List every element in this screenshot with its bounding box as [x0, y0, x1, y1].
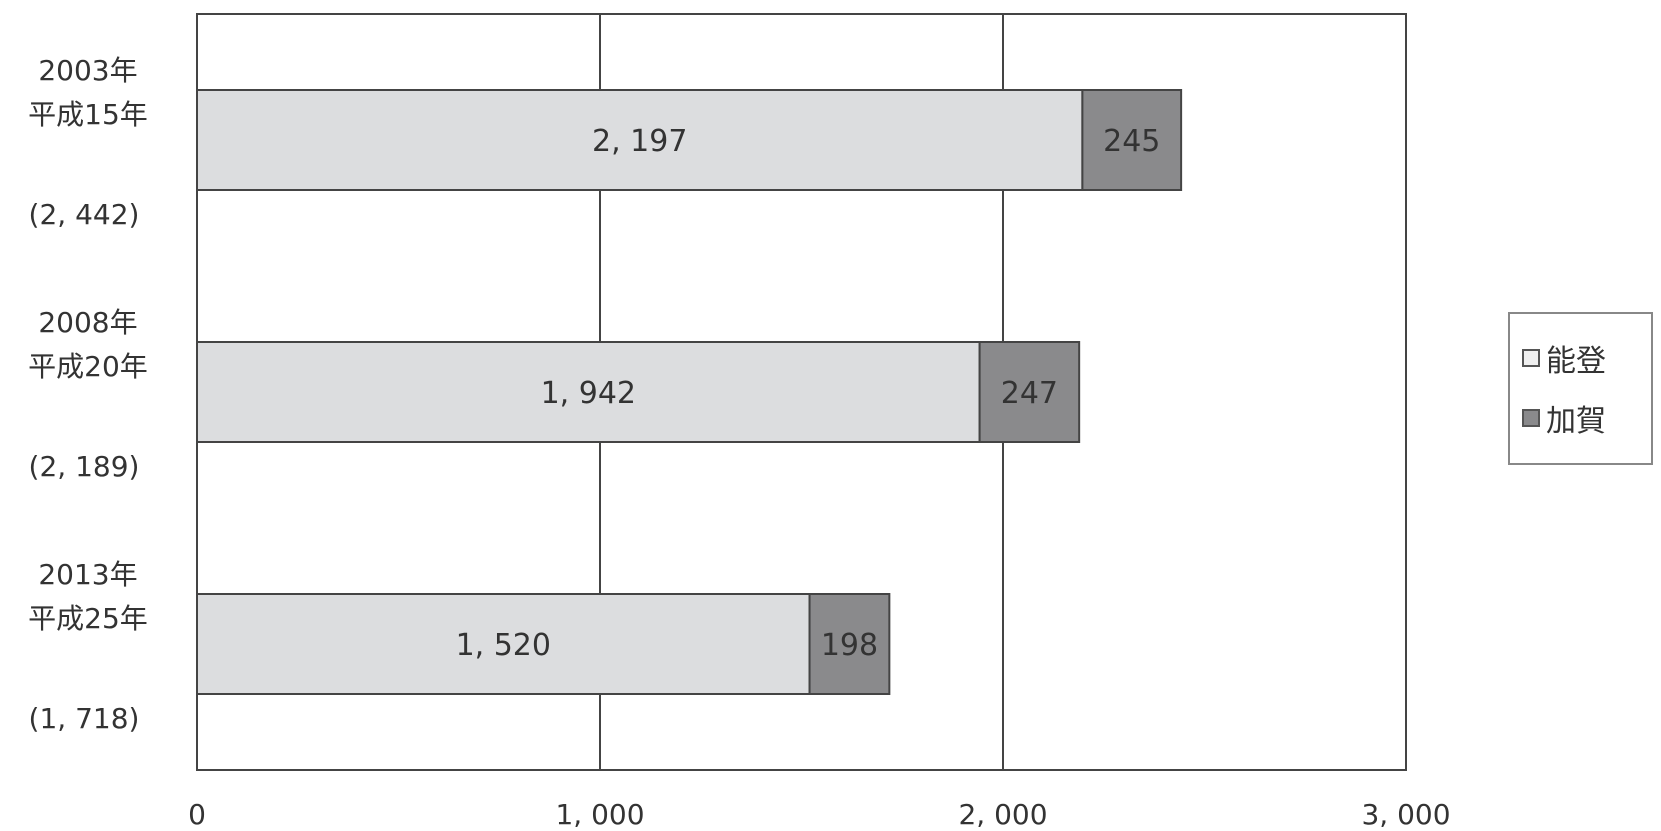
legend-label-kaga: 加賀	[1546, 404, 1606, 439]
category-year-label-0: 2003年	[38, 54, 137, 87]
plot-frame	[196, 13, 1407, 771]
axis-layer: 0 1, 000 2, 000 3, 000	[188, 13, 1451, 831]
legend-label-noto: 能登	[1546, 344, 1606, 379]
x-tick-label-3: 3, 000	[1361, 798, 1450, 831]
category-era-label-1: 平成20年	[28, 350, 148, 383]
x-tick-label-0: 0	[188, 798, 206, 831]
category-total-label-1: (2, 189)	[29, 450, 140, 483]
legend-item-kaga: 加賀	[1522, 396, 1606, 440]
bars-layer	[196, 89, 1183, 695]
legend-item-noto: 能登	[1522, 336, 1606, 380]
legend: 能登 加賀	[1508, 312, 1653, 465]
x-tick-label-2: 2, 000	[958, 798, 1047, 831]
category-era-label-2: 平成25年	[28, 602, 148, 635]
data-label-2-series-1: 198	[821, 628, 878, 663]
data-label-0-series-1: 245	[1103, 124, 1160, 159]
category-era-label-0: 平成15年	[28, 98, 148, 131]
bar-1-series-1	[978, 341, 1081, 443]
data-label-2-series-0: 1, 520	[456, 628, 551, 663]
category-year-label-1: 2008年	[38, 306, 137, 339]
legend-swatch-noto	[1522, 349, 1540, 367]
data-label-0-series-0: 2, 197	[592, 124, 687, 159]
bar-0-series-1	[1081, 89, 1183, 191]
category-total-label-0: (2, 442)	[29, 198, 140, 231]
legend-swatch-kaga	[1522, 409, 1540, 427]
bar-2-series-1	[808, 593, 891, 695]
data-label-1-series-0: 1, 942	[541, 376, 636, 411]
category-year-label-2: 2013年	[38, 558, 137, 591]
category-total-label-2: (1, 718)	[29, 702, 140, 735]
data-label-1-series-1: 247	[1001, 376, 1058, 411]
x-tick-label-1: 1, 000	[555, 798, 644, 831]
